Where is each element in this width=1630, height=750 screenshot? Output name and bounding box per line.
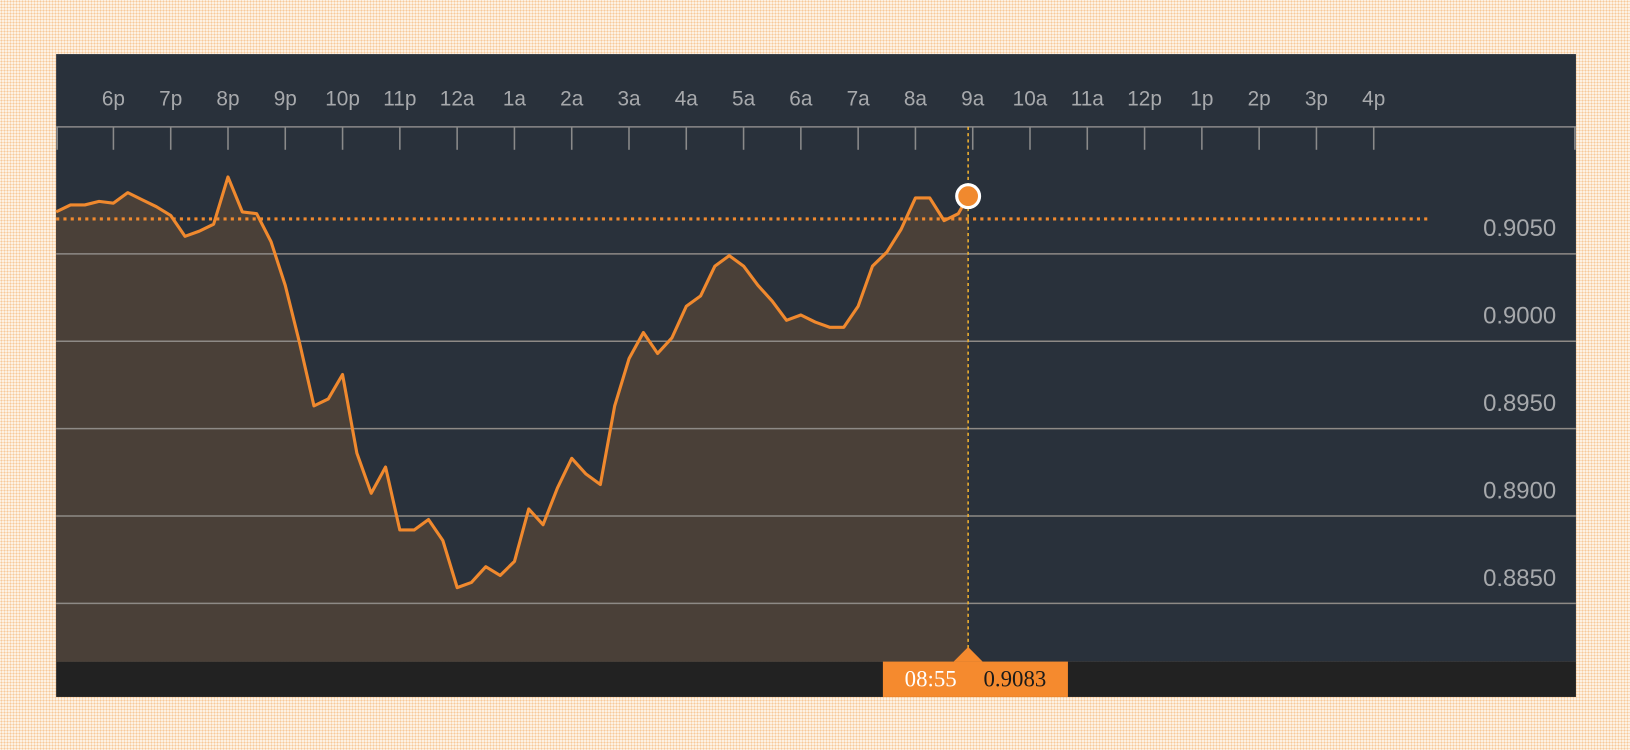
x-tick-label: 8a xyxy=(904,87,928,110)
x-tick-label: 10a xyxy=(1013,87,1048,110)
cursor-pointer xyxy=(953,647,983,662)
y-tick-label: 0.8950 xyxy=(1483,390,1556,417)
x-tick-label: 9a xyxy=(961,87,985,110)
x-tick-label: 7p xyxy=(159,87,182,110)
line-layer xyxy=(55,175,970,590)
x-tick-label: 12a xyxy=(440,87,475,110)
area-layer xyxy=(56,176,969,662)
x-tick-label: 1p xyxy=(1190,87,1213,110)
x-tick-label: 12p xyxy=(1127,87,1162,110)
x-tick-label: 11a xyxy=(1071,87,1105,110)
x-tick-label: 3p xyxy=(1305,87,1328,110)
grid-layer xyxy=(56,217,1576,605)
x-tick-label: 10p xyxy=(325,87,360,110)
x-tick-label: 5a xyxy=(732,87,756,110)
x-tick-label: 2a xyxy=(560,87,584,110)
x-tick-label: 11p xyxy=(383,87,416,110)
y-tick-label: 0.8850 xyxy=(1483,565,1556,592)
x-tick-label: 3a xyxy=(617,87,641,110)
x-tick-label: 7a xyxy=(847,87,871,110)
x-tick-label: 9p xyxy=(274,87,297,110)
cursor-value: 0.9083 xyxy=(983,667,1046,692)
x-tick-label: 2p xyxy=(1248,87,1271,110)
cursor-box xyxy=(882,661,1068,697)
x-tick-label: 8p xyxy=(216,87,239,110)
x-tick-label: 4a xyxy=(675,87,699,110)
cursor-layer: 08:55 0.9083 xyxy=(882,126,1068,697)
cursor-time: 08:55 xyxy=(905,667,957,692)
x-tick-label: 6p xyxy=(102,87,125,110)
x-tick-label: 1a xyxy=(503,87,527,110)
y-tick-label: 0.9050 xyxy=(1483,215,1556,242)
area xyxy=(56,176,969,662)
bottom-bar xyxy=(56,661,1576,697)
axes-layer: 6p 7p 8p 9p 10p 11p 12a 1a 2a 3a 4a 5a 6a 7a 8a 9a 10a 11… xyxy=(102,87,1556,591)
x-tick-label: 4p xyxy=(1362,87,1385,110)
y-tick-label: 0.9000 xyxy=(1483,303,1556,330)
y-tick-label: 0.8900 xyxy=(1483,477,1556,504)
price-line xyxy=(55,175,970,590)
cursor-dot xyxy=(955,183,982,210)
x-tick-label: 6a xyxy=(789,87,813,110)
